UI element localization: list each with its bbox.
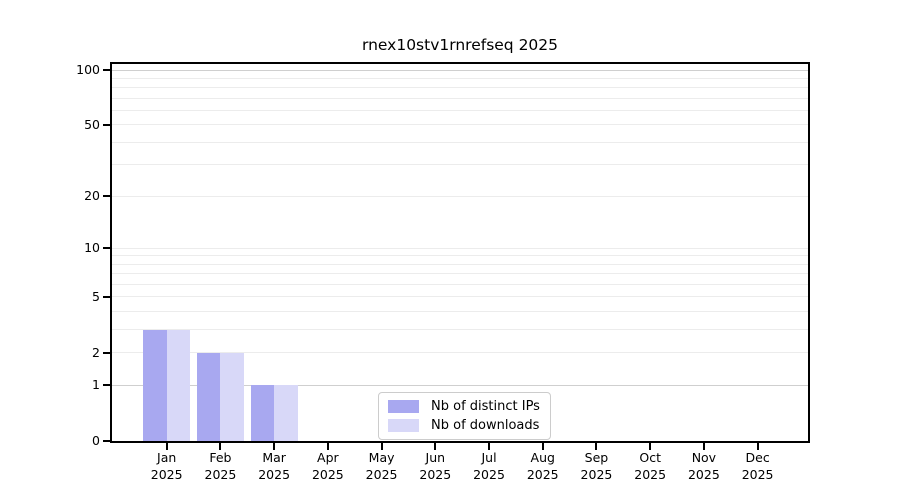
gridline-y-10 — [112, 247, 808, 249]
legend-swatch-distinct-ips — [388, 400, 419, 413]
gridline-y-9 — [112, 255, 808, 257]
x-tick-nov — [702, 443, 705, 450]
x-tick-apr — [326, 443, 329, 450]
legend-item-distinct-ips: Nb of distinct IPs — [388, 399, 540, 414]
gridline-y-80 — [112, 87, 808, 89]
x-tick-label-jun: Jun 2025 — [419, 450, 452, 482]
bar-jan-downloads — [166, 329, 191, 441]
legend-label-distinct-ips: Nb of distinct IPs — [431, 399, 540, 414]
x-tick-label-sep: Sep 2025 — [580, 450, 613, 482]
gridline-y-40 — [112, 141, 808, 143]
y-tick-10 — [103, 247, 110, 250]
x-tick-jan — [165, 443, 168, 450]
x-tick-oct — [649, 443, 652, 450]
x-tick-aug — [541, 443, 544, 450]
y-tick-2 — [103, 351, 110, 354]
bar-feb-ips — [196, 352, 221, 441]
y-tick-100 — [103, 69, 110, 71]
gridline-y-100 — [112, 69, 808, 71]
gridline-y-30 — [112, 164, 808, 166]
y-tick-label-0: 0 — [92, 433, 100, 448]
gridline-y-70 — [112, 97, 808, 99]
gridline-y-8 — [112, 263, 808, 265]
chart-title: rnex10stv1rnrefseq 2025 — [361, 36, 559, 54]
y-tick-5 — [103, 295, 110, 298]
y-tick-label-5: 5 — [92, 288, 100, 304]
bar-mar-ips — [250, 385, 275, 441]
y-tick-label-20: 20 — [84, 188, 100, 204]
gridline-y-20 — [112, 195, 808, 197]
gridline-y-7 — [112, 273, 808, 275]
y-tick-label-10: 10 — [84, 240, 100, 256]
x-tick-label-feb: Feb 2025 — [204, 450, 237, 482]
gridline-y-2 — [112, 352, 808, 354]
gridline-y-3 — [112, 329, 808, 331]
y-tick-label-50: 50 — [84, 116, 100, 132]
gridline-y-1 — [112, 384, 808, 386]
y-tick-label-100: 100 — [76, 62, 100, 77]
x-tick-feb — [219, 443, 222, 450]
bar-jan-ips — [143, 329, 167, 441]
x-tick-label-may: May 2025 — [365, 450, 398, 482]
legend: Nb of distinct IPs Nb of downloads — [378, 392, 551, 440]
y-tick-0 — [103, 440, 110, 442]
x-tick-label-jan: Jan 2025 — [150, 450, 183, 482]
x-tick-dec — [756, 443, 759, 450]
y-tick-20 — [103, 195, 110, 198]
bar-feb-downloads — [220, 352, 244, 441]
gridline-y-4 — [112, 311, 808, 313]
gridline-y-5 — [112, 296, 808, 298]
y-tick-50 — [103, 123, 110, 126]
x-tick-label-nov: Nov 2025 — [687, 450, 720, 482]
gridline-y-90 — [112, 77, 808, 79]
gridline-y-50 — [112, 124, 808, 126]
bar-mar-downloads — [274, 385, 298, 441]
x-tick-mar — [273, 443, 276, 450]
plot-area: Nb of distinct IPs Nb of downloads 100 50… — [76, 62, 810, 482]
x-tick-jul — [488, 443, 491, 450]
x-tick-label-aug: Aug 2025 — [526, 450, 559, 482]
x-tick-jun — [434, 443, 437, 450]
gridline-y-6 — [112, 284, 808, 286]
x-tick-sep — [595, 443, 598, 450]
x-tick-label-oct: Oct 2025 — [634, 450, 667, 482]
y-tick-label-2: 2 — [92, 344, 100, 360]
x-tick-label-apr: Apr 2025 — [311, 450, 344, 482]
x-tick-label-mar: Mar 2025 — [258, 450, 291, 482]
legend-swatch-downloads — [388, 419, 419, 432]
y-tick-label-1: 1 — [92, 377, 100, 393]
gridline-y-60 — [112, 110, 808, 112]
legend-label-downloads: Nb of downloads — [431, 418, 540, 433]
legend-item-downloads: Nb of downloads — [388, 418, 540, 433]
x-tick-may — [380, 443, 383, 450]
y-tick-1 — [103, 384, 110, 387]
x-tick-label-jul: Jul 2025 — [473, 450, 505, 482]
x-tick-label-dec: Dec 2025 — [741, 450, 774, 482]
